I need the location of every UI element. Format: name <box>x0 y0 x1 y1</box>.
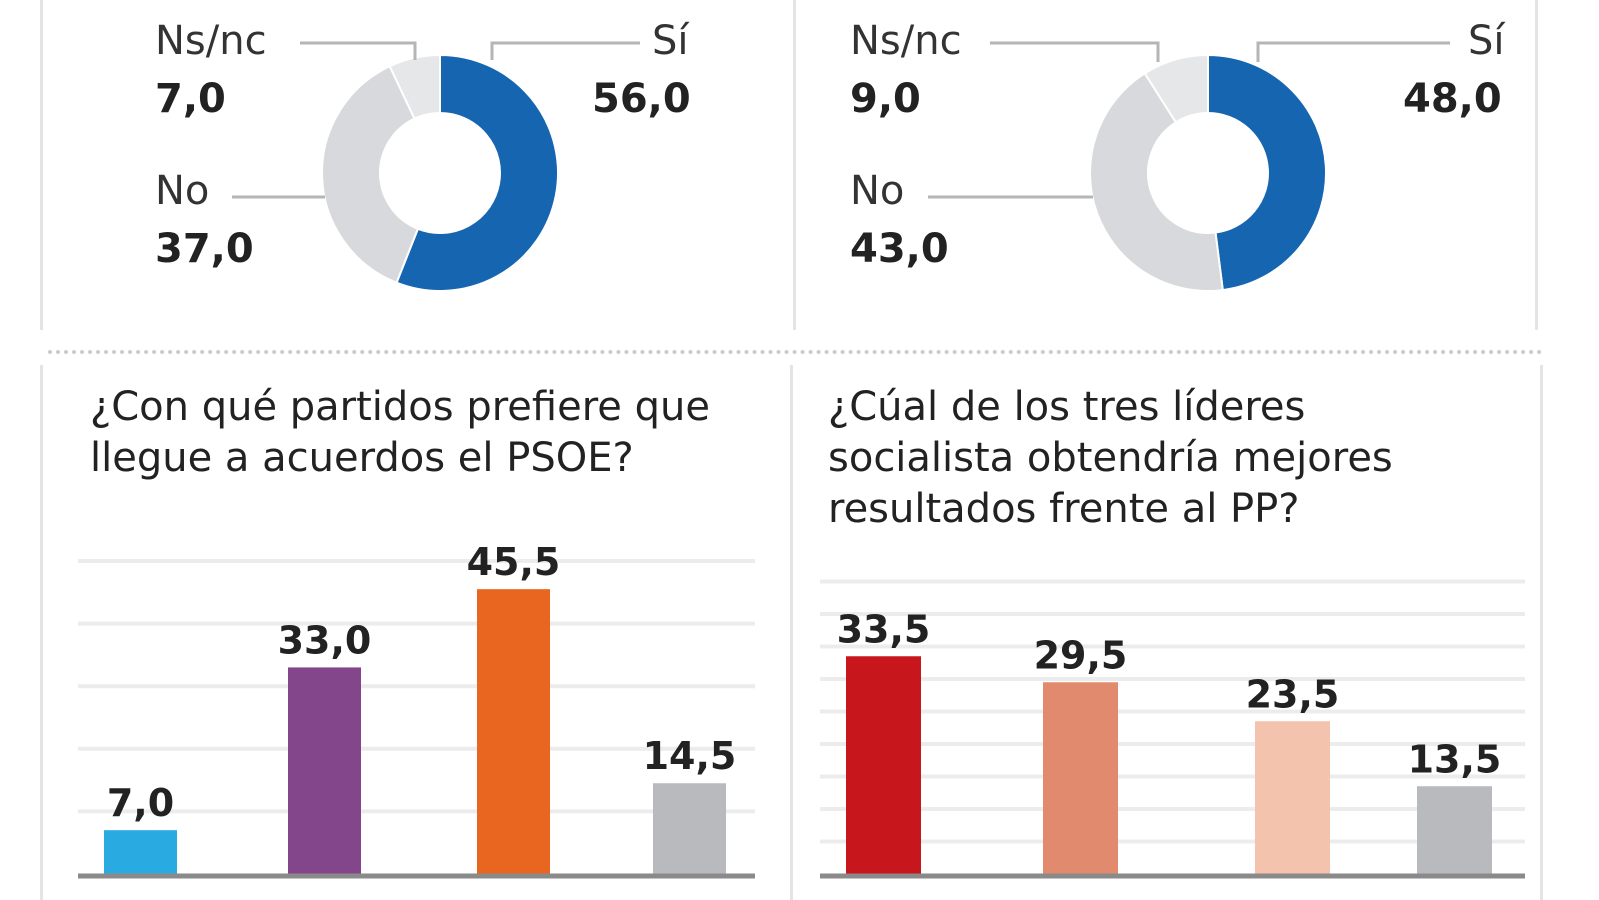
bar1-value-label-3: 45,5 <box>467 540 561 584</box>
bar2-value-label-1: 33,5 <box>837 607 931 651</box>
bar2-bar-4 <box>1417 786 1492 874</box>
donut2-leader-si <box>1256 41 1450 62</box>
donut2-leader-nsnc <box>990 41 1160 62</box>
donut1-label-si: Sí <box>652 18 689 64</box>
donut1-slice-si <box>395 53 559 292</box>
bar1-bar-4 <box>653 783 726 874</box>
bar2-bar-1 <box>846 656 921 874</box>
divider-bottom-right <box>1540 365 1543 900</box>
bar2-bar-3 <box>1255 721 1330 874</box>
bar-chart-1-title: ¿Con qué partidos prefiere que llegue a … <box>90 384 710 481</box>
bar1-bar-2 <box>288 667 361 874</box>
donut1-slice-nsnc <box>388 53 441 121</box>
donut2-slice-no <box>1089 71 1224 292</box>
donut1-slice-no <box>321 64 420 285</box>
donut2-value-si: 48,0 <box>1403 76 1502 122</box>
bar1-value-label-2: 33,0 <box>278 618 372 662</box>
bar1-bar-1 <box>104 830 177 874</box>
dotted-separator <box>48 350 1543 359</box>
bar2-bar-2 <box>1043 682 1118 874</box>
donut2-value-no: 43,0 <box>850 226 949 272</box>
donut1-leader-nsnc <box>300 41 417 60</box>
bar2-value-label-2: 29,5 <box>1034 633 1128 677</box>
donut1-label-no: No <box>155 168 210 214</box>
bar2-value-label-3: 23,5 <box>1246 672 1340 716</box>
donut1-value-no: 37,0 <box>155 226 254 272</box>
donut2-label-nsnc: Ns/nc <box>850 18 962 64</box>
divider-top-left <box>40 0 43 330</box>
donut1-leader-si <box>490 41 640 60</box>
divider-top-middle <box>793 0 796 330</box>
bar1-value-label-4: 14,5 <box>643 734 737 778</box>
donut1-label-nsnc: Ns/nc <box>155 18 267 64</box>
bar-chart-2-title: ¿Cúal de los tres líderes socialista obt… <box>828 384 1393 532</box>
donut2-value-nsnc: 9,0 <box>850 76 921 122</box>
divider-top-right <box>1535 0 1538 330</box>
donut1-value-nsnc: 7,0 <box>155 76 226 122</box>
divider-bottom-left <box>40 365 43 900</box>
donut2-label-si: Sí <box>1468 18 1505 64</box>
bar1-bar-3 <box>477 589 550 874</box>
donut2-slice-nsnc <box>1143 53 1209 124</box>
divider-bottom-middle <box>790 365 793 900</box>
donut2-slice-si <box>1207 53 1327 292</box>
bar1-value-label-1: 7,0 <box>107 781 174 825</box>
bar2-value-label-4: 13,5 <box>1408 737 1502 781</box>
donut1-value-si: 56,0 <box>592 76 691 122</box>
donut2-label-no: No <box>850 168 905 214</box>
